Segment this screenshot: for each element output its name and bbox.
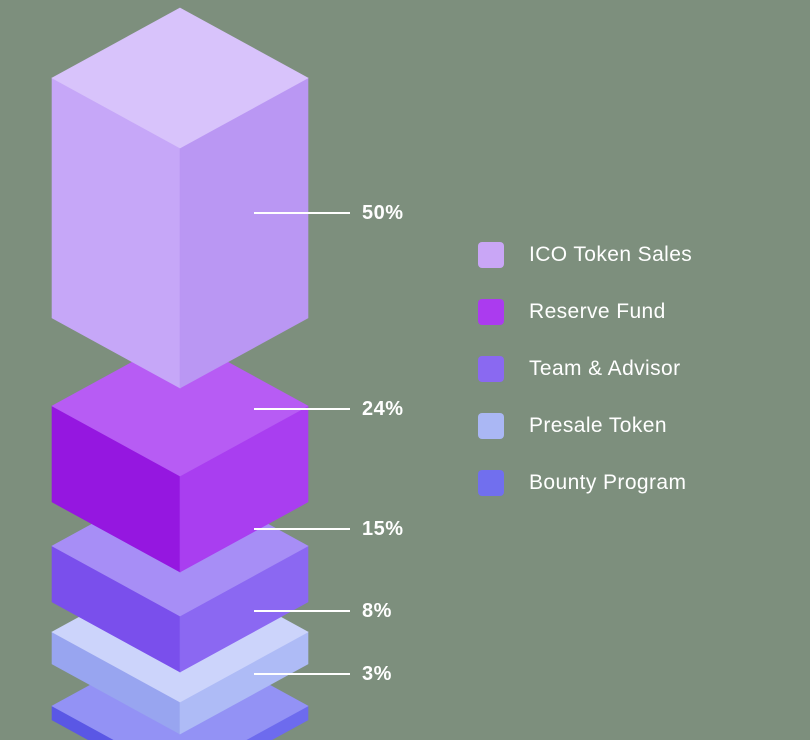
- legend-item: Presale Token: [478, 413, 692, 439]
- percent-label-presale-token: 8%: [362, 600, 392, 622]
- percent-label-reserve-fund: 24%: [362, 398, 404, 420]
- legend-swatch-icon: [478, 356, 504, 382]
- legend-swatch-icon: [478, 242, 504, 268]
- legend-label: Presale Token: [529, 414, 667, 437]
- legend-label: Team & Advisor: [529, 357, 681, 380]
- legend-label: ICO Token Sales: [529, 243, 693, 266]
- percent-label-team-advisor: 15%: [362, 518, 404, 540]
- legend-item: Team & Advisor: [478, 356, 692, 382]
- percent-label-ico-token-sales: 50%: [362, 202, 404, 224]
- legend-swatch-icon: [478, 470, 504, 496]
- legend: ICO Token Sales Reserve Fund Team & Advi…: [478, 242, 692, 496]
- legend-label: Reserve Fund: [529, 300, 666, 323]
- legend-swatch-icon: [478, 299, 504, 325]
- legend-swatch-icon: [478, 413, 504, 439]
- legend-item: ICO Token Sales: [478, 242, 692, 268]
- legend-item: Reserve Fund: [478, 299, 692, 325]
- legend-item: Bounty Program: [478, 470, 692, 496]
- percent-label-bounty-program: 3%: [362, 663, 392, 685]
- legend-label: Bounty Program: [529, 471, 687, 494]
